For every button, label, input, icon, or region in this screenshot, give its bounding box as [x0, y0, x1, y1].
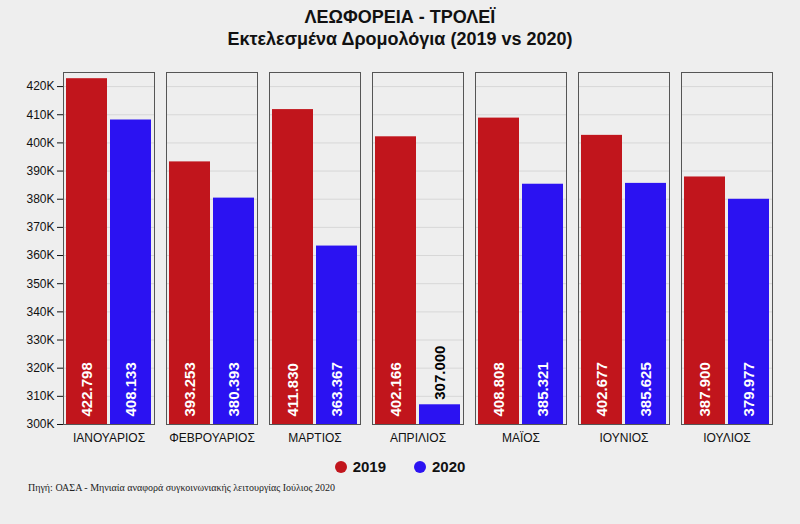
svg-text:385.625: 385.625: [637, 362, 654, 416]
svg-text:ΙΟΥΝΙΟΣ: ΙΟΥΝΙΟΣ: [599, 431, 648, 445]
svg-text:393.253: 393.253: [181, 362, 198, 416]
html-text:Εκτελεσμένα Δρομολόγια (2019 v: Εκτελεσμένα Δρομολόγια (2019 vs 2020): [227, 29, 573, 49]
svg-text:402.166: 402.166: [387, 362, 404, 416]
svg-text:360K: 360K: [26, 248, 54, 262]
svg-text:410K: 410K: [26, 108, 54, 122]
svg-text:420K: 420K: [26, 79, 54, 93]
svg-text:408.133: 408.133: [122, 362, 139, 416]
svg-text:ΜΑΪΟΣ: ΜΑΪΟΣ: [502, 431, 540, 445]
svg-text:380.393: 380.393: [225, 362, 242, 416]
svg-text:380K: 380K: [26, 192, 54, 206]
html-text:ΛΕΩΦΟΡΕΙΑ - ΤΡΟΛΕΪ: ΛΕΩΦΟΡΕΙΑ - ΤΡΟΛΕΪ: [304, 7, 496, 27]
svg-text:408.808: 408.808: [490, 362, 507, 416]
svg-text:ΙΟΥΛΙΟΣ: ΙΟΥΛΙΟΣ: [703, 431, 751, 445]
svg-text:ΙΑΝΟΥΑΡΙΟΣ: ΙΑΝΟΥΑΡΙΟΣ: [73, 431, 145, 445]
html-text:2019: 2019: [352, 458, 386, 475]
svg-text:385.321: 385.321: [534, 362, 551, 416]
svg-text:370K: 370K: [26, 220, 54, 234]
svg-text:390K: 390K: [26, 164, 54, 178]
svg-text:307.000: 307.000: [431, 346, 448, 400]
svg-text:310K: 310K: [26, 389, 54, 403]
html-text:2020: 2020: [432, 458, 466, 475]
svg-text:ΜΑΡΤΙΟΣ: ΜΑΡΤΙΟΣ: [288, 431, 341, 445]
svg-text:411.830: 411.830: [284, 363, 301, 416]
svg-text:300K: 300K: [26, 417, 54, 431]
svg-text:422.798: 422.798: [78, 362, 95, 416]
svg-text:320K: 320K: [26, 361, 54, 375]
svg-text:340K: 340K: [26, 305, 54, 319]
svg-text:330K: 330K: [26, 333, 54, 347]
svg-text:400K: 400K: [26, 136, 54, 150]
svg-text:363.367: 363.367: [328, 362, 345, 416]
svg-text:ΦΕΒΡΟΥΑΡΙΟΣ: ΦΕΒΡΟΥΑΡΙΟΣ: [169, 431, 255, 445]
svg-text:ΑΠΡΙΛΙΟΣ: ΑΠΡΙΛΙΟΣ: [390, 431, 446, 445]
svg-text:379.977: 379.977: [740, 362, 757, 416]
html-text:Πηγή: ΟΑΣΑ - Μηνιαία αναφορά σ: Πηγή: ΟΑΣΑ - Μηνιαία αναφορά συγκοινωνια…: [28, 482, 335, 493]
svg-text:350K: 350K: [26, 277, 54, 291]
svg-text:402.677: 402.677: [593, 362, 610, 416]
svg-text:387.900: 387.900: [696, 362, 713, 416]
